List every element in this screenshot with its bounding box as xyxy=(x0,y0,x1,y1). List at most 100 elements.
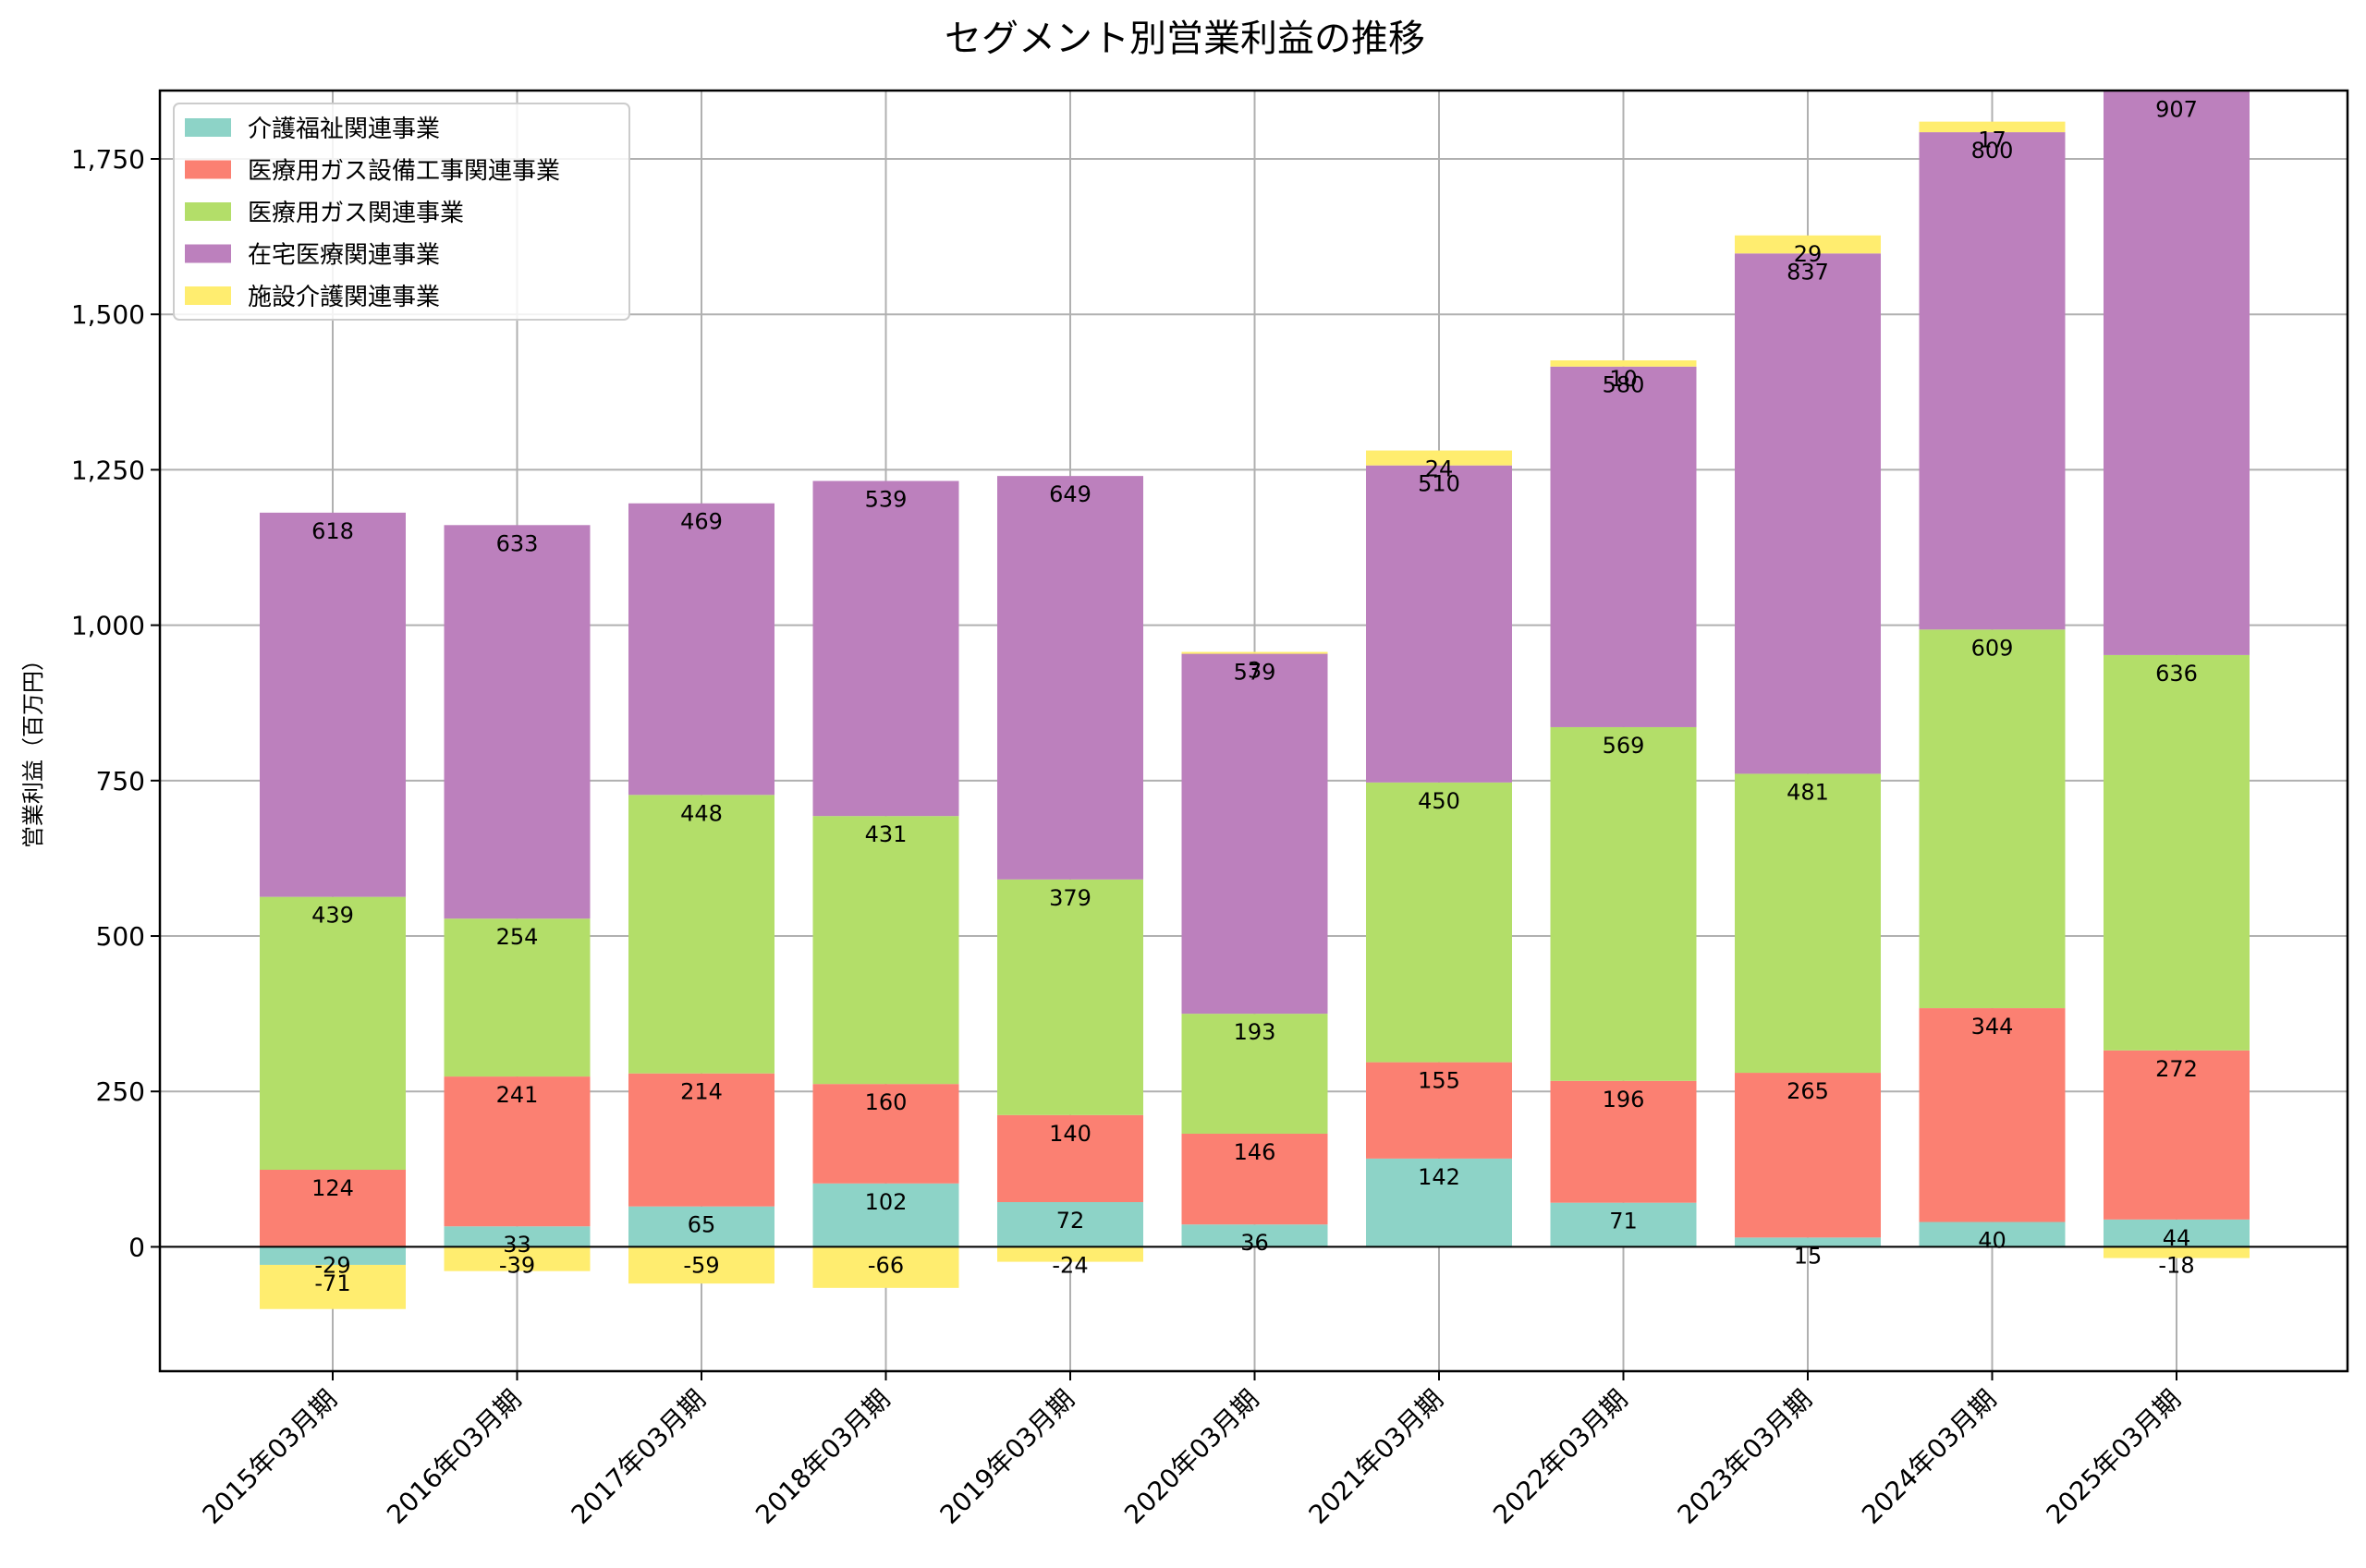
bar-segment xyxy=(444,918,591,1077)
data-label: 907 xyxy=(2155,97,2198,123)
data-label: 609 xyxy=(1971,635,2014,661)
bar-segment xyxy=(2104,91,2250,655)
bar-segment xyxy=(2104,654,2250,1051)
data-label: 431 xyxy=(865,821,908,847)
bar-segment xyxy=(1181,1133,1328,1225)
bar-segment xyxy=(1919,629,2066,1009)
y-tick-label: 250 xyxy=(96,1076,145,1107)
data-label: 24 xyxy=(1425,456,1454,482)
data-label: 10 xyxy=(1609,366,1638,392)
legend-label: 在宅医療関連事業 xyxy=(248,242,440,270)
data-label: -18 xyxy=(2158,1252,2194,1278)
bar-segment xyxy=(1550,726,1697,1081)
bar-segment xyxy=(1181,1224,1328,1247)
x-tick-label: 2017年03月期 xyxy=(566,1384,712,1530)
bar-segment xyxy=(1181,653,1328,1015)
legend: 介護福祉関連事業医療用ガス設備工事関連事業医療用ガス関連事業在宅医療関連事業施設… xyxy=(173,103,630,321)
bar-segment xyxy=(1366,465,1512,783)
bar-segment xyxy=(812,816,959,1085)
data-label: 510 xyxy=(1418,471,1460,497)
data-label: 44 xyxy=(2163,1225,2191,1251)
legend-swatch xyxy=(185,160,231,179)
legend-label: 医療用ガス設備工事関連事業 xyxy=(248,158,560,186)
y-tick-label: 1,750 xyxy=(71,144,145,175)
data-label: 214 xyxy=(680,1079,723,1105)
chart-title: セグメント別営業利益の推移 xyxy=(945,18,1425,60)
data-label: 649 xyxy=(1049,481,1092,507)
bar-segment xyxy=(2104,1050,2250,1220)
bar-segment xyxy=(997,476,1143,880)
data-label: -29 xyxy=(314,1252,350,1278)
x-tick-label: 2024年03月期 xyxy=(1856,1384,2002,1530)
data-label: -71 xyxy=(314,1270,350,1296)
bar-segment xyxy=(1366,1158,1512,1247)
bar-segment xyxy=(1550,1080,1697,1203)
x-tick-label: 2016年03月期 xyxy=(381,1384,527,1530)
y-tick-label: 750 xyxy=(96,766,145,796)
bar-segment xyxy=(812,1084,959,1184)
bar-segment xyxy=(628,503,774,796)
bar-segment xyxy=(1366,1062,1512,1159)
x-tick-label: 2019年03月期 xyxy=(934,1384,1080,1530)
bar-segment xyxy=(997,1201,1143,1247)
legend-box xyxy=(173,103,630,321)
bar-segment xyxy=(260,512,406,897)
data-label: 3 xyxy=(1248,658,1262,684)
y-tick-label: 1,250 xyxy=(71,455,145,485)
bar-segment xyxy=(628,1246,774,1284)
data-label: 569 xyxy=(1603,733,1645,759)
data-label: 193 xyxy=(1234,1019,1276,1045)
data-label: 448 xyxy=(680,800,723,826)
data-label: 379 xyxy=(1049,885,1092,911)
bar-segment xyxy=(1735,1237,1881,1247)
bar-segment xyxy=(997,879,1143,1115)
x-tick-label: 2015年03月期 xyxy=(197,1384,343,1530)
data-label: 800 xyxy=(1971,138,2014,164)
data-label: 15 xyxy=(1794,1243,1823,1269)
data-label: 633 xyxy=(496,530,539,556)
bar-segment xyxy=(628,1206,774,1247)
data-label: 33 xyxy=(503,1232,531,1258)
data-label-layer: -29 124 439 618 -71 33 241 254 633 -39 65 214 448 469… xyxy=(311,97,2198,1296)
data-label: 65 xyxy=(688,1212,716,1238)
data-label: 140 xyxy=(1049,1121,1092,1147)
bar-segment xyxy=(1366,450,1512,466)
data-label: 450 xyxy=(1418,788,1460,814)
y-axis-label: 営業利益（百万円） xyxy=(20,649,46,848)
bar-segment xyxy=(812,1183,959,1247)
data-label: 124 xyxy=(311,1175,354,1201)
bar-segment xyxy=(260,1246,406,1265)
bar-layer xyxy=(260,91,2250,1309)
legend-label: 施設介護関連事業 xyxy=(248,284,440,311)
bar-segment xyxy=(628,795,774,1074)
data-label: 539 xyxy=(865,487,908,513)
bar-segment xyxy=(812,480,959,817)
data-label: 160 xyxy=(865,1089,908,1115)
x-tick-label: 2018年03月期 xyxy=(750,1384,896,1530)
bar-segment xyxy=(1550,360,1697,367)
bar-segment xyxy=(2104,1219,2250,1247)
y-tick-label: 500 xyxy=(96,921,145,952)
bar-segment xyxy=(1919,1008,2066,1222)
bar-segment xyxy=(444,525,591,919)
x-tick-label: 2021年03月期 xyxy=(1303,1384,1449,1530)
x-tick-label: 2020年03月期 xyxy=(1118,1384,1264,1530)
data-label: 71 xyxy=(1609,1209,1638,1234)
data-label: 579 xyxy=(1234,660,1276,686)
legend-swatch xyxy=(185,244,231,263)
y-tick-label: 1,500 xyxy=(71,299,145,330)
bar-segment xyxy=(812,1246,959,1288)
bar-segment xyxy=(260,1170,406,1247)
bar-segment xyxy=(1919,1222,2066,1247)
data-label: 469 xyxy=(680,509,723,535)
data-label: 155 xyxy=(1418,1068,1460,1094)
bar-segment xyxy=(628,1073,774,1207)
legend-swatch xyxy=(185,202,231,221)
data-label: 439 xyxy=(311,903,354,929)
bar-segment xyxy=(444,1246,591,1271)
bar-segment xyxy=(260,896,406,1171)
bar-segment xyxy=(444,1226,591,1247)
data-label: 265 xyxy=(1787,1078,1829,1104)
